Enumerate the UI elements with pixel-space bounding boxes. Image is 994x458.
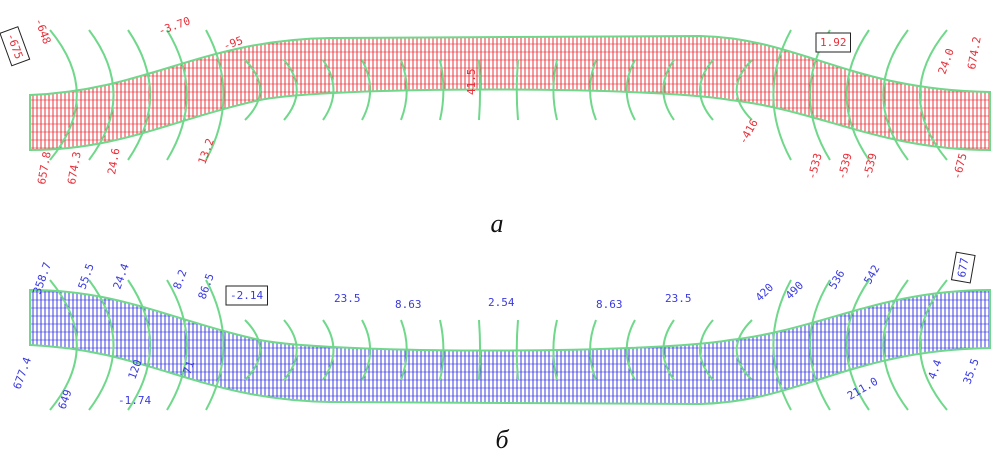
value-label: 23.5 bbox=[665, 292, 692, 305]
value-label: -1.74 bbox=[118, 394, 151, 407]
value-label: 24.0 bbox=[936, 47, 957, 76]
value-label: -539 bbox=[835, 152, 854, 181]
value-label: 677.4 bbox=[11, 355, 35, 391]
value-label: -675 bbox=[950, 152, 969, 181]
iso-line bbox=[772, 279, 792, 411]
value-label: -3.70 bbox=[157, 14, 193, 38]
value-label: 71 bbox=[181, 359, 198, 376]
value-label: 41.5 bbox=[465, 69, 478, 96]
iso-line bbox=[589, 59, 597, 121]
value-label: 490 bbox=[783, 279, 806, 302]
value-label: 120 bbox=[126, 358, 145, 381]
iso-line bbox=[166, 279, 188, 411]
iso-line bbox=[49, 279, 78, 411]
value-label: 35.5 bbox=[961, 357, 982, 386]
value-label: 420 bbox=[753, 281, 776, 304]
iso-line bbox=[772, 29, 792, 161]
value-label: 536 bbox=[826, 268, 847, 292]
value-label: -539 bbox=[860, 152, 879, 181]
iso-line bbox=[439, 59, 445, 121]
iso-line bbox=[400, 59, 408, 121]
value-label: -95 bbox=[222, 34, 245, 53]
iso-line bbox=[699, 319, 714, 381]
iso-line bbox=[205, 29, 225, 161]
value-label: 674.3 bbox=[65, 151, 84, 186]
iso-line bbox=[919, 29, 948, 161]
iso-line bbox=[322, 59, 335, 121]
iso-line bbox=[662, 319, 675, 381]
value-label: 23.5 bbox=[334, 292, 361, 305]
iso-line bbox=[49, 29, 78, 161]
iso-line bbox=[166, 29, 188, 161]
value-label: 24.6 bbox=[105, 147, 122, 175]
caption: а bbox=[491, 209, 504, 238]
value-label: 2.54 bbox=[488, 296, 515, 309]
iso-line bbox=[515, 319, 519, 381]
iso-line bbox=[244, 319, 261, 381]
panel-b bbox=[29, 279, 991, 411]
iso-line bbox=[515, 59, 519, 121]
iso-line bbox=[735, 319, 753, 381]
value-label: 8.63 bbox=[596, 298, 623, 311]
value-label: -648 bbox=[32, 17, 53, 46]
iso-line bbox=[845, 279, 870, 411]
iso-line bbox=[205, 279, 225, 411]
label-box bbox=[815, 32, 851, 53]
iso-line bbox=[478, 59, 482, 121]
value-label: 649 bbox=[56, 388, 75, 411]
iso-line bbox=[283, 59, 298, 121]
iso-line bbox=[662, 59, 675, 121]
iso-line bbox=[244, 59, 261, 121]
value-label: 677 bbox=[955, 257, 971, 279]
iso-line bbox=[361, 59, 372, 121]
value-label: 674.2 bbox=[965, 36, 984, 71]
value-label: 13.2 bbox=[196, 137, 217, 166]
value-label: -533 bbox=[805, 152, 824, 181]
iso-line bbox=[439, 319, 445, 381]
value-label: -416 bbox=[736, 117, 761, 146]
iso-line bbox=[625, 319, 636, 381]
value-label: 4.4 bbox=[926, 358, 945, 381]
iso-line bbox=[478, 319, 482, 381]
iso-line bbox=[322, 319, 335, 381]
iso-line bbox=[882, 29, 909, 161]
panel-a bbox=[29, 29, 991, 161]
value-label: 657.8 bbox=[35, 151, 54, 186]
iso-line bbox=[552, 319, 558, 381]
iso-line bbox=[400, 319, 408, 381]
iso-line bbox=[88, 29, 115, 161]
iso-line bbox=[127, 29, 152, 161]
iso-line bbox=[127, 279, 152, 411]
value-label: -2.14 bbox=[230, 289, 263, 302]
label-box bbox=[950, 251, 976, 284]
value-label: 8.2 bbox=[171, 268, 190, 291]
iso-line bbox=[283, 319, 298, 381]
iso-line bbox=[735, 59, 753, 121]
value-label: 1.92 bbox=[820, 36, 847, 49]
label-box bbox=[225, 285, 268, 306]
label-box bbox=[0, 26, 31, 67]
iso-line bbox=[882, 279, 909, 411]
iso-line bbox=[919, 279, 948, 411]
value-label: 8.63 bbox=[395, 298, 422, 311]
iso-line bbox=[552, 59, 558, 121]
iso-line bbox=[699, 59, 714, 121]
value-label: 24.4 bbox=[111, 261, 132, 291]
value-label: 542 bbox=[861, 263, 882, 287]
iso-line bbox=[361, 319, 372, 381]
iso-line bbox=[88, 279, 115, 411]
iso-line bbox=[809, 279, 831, 411]
iso-line bbox=[589, 319, 597, 381]
iso-line bbox=[625, 59, 636, 121]
caption: б bbox=[495, 425, 509, 454]
iso-line bbox=[845, 29, 870, 161]
